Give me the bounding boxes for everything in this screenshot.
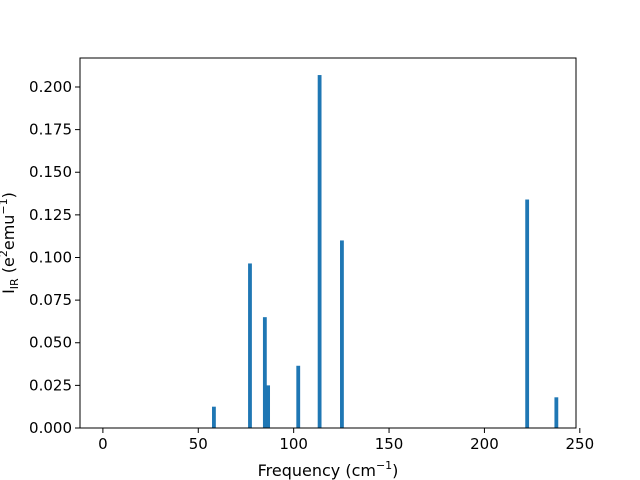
bar-3 xyxy=(266,385,271,428)
y-tick-label-0: 0.000 xyxy=(29,419,72,437)
x-tick-label-5: 250 xyxy=(565,435,594,453)
x-tick-label-2: 100 xyxy=(279,435,308,453)
y-tick-label-6: 0.150 xyxy=(29,163,72,181)
bar-4 xyxy=(296,365,301,428)
y-axis-label: IIR (e2emu−1) xyxy=(0,192,21,294)
x-axis-label: Frequency (cm−1) xyxy=(258,459,399,480)
bar-6 xyxy=(340,240,344,428)
y-tick-label-3: 0.075 xyxy=(29,291,72,309)
y-axis-ticks: 0.000 0.025 0.050 0.075 0.100 0.125 0.150 0.175… xyxy=(29,78,80,437)
y-tick-label-5: 0.125 xyxy=(29,206,72,224)
y-tick-label-7: 0.175 xyxy=(29,121,72,139)
y-tick-label-4: 0.100 xyxy=(29,248,72,266)
bar-series xyxy=(212,75,559,428)
y-tick-label-8: 0.200 xyxy=(29,78,72,96)
bar-0 xyxy=(212,406,216,428)
bar-7 xyxy=(525,199,530,428)
bar-8 xyxy=(554,397,559,428)
x-axis-ticks: 0 50 100 150 200 250 xyxy=(98,428,594,453)
bar-5 xyxy=(317,75,322,428)
x-tick-label-0: 0 xyxy=(98,435,108,453)
x-tick-label-4: 200 xyxy=(470,435,499,453)
x-tick-label-1: 50 xyxy=(189,435,208,453)
bar-2 xyxy=(262,317,267,428)
y-tick-label-2: 0.050 xyxy=(29,334,72,352)
y-tick-label-1: 0.025 xyxy=(29,376,72,394)
bar-1 xyxy=(248,263,252,428)
plot-area-frame xyxy=(79,57,577,429)
x-tick-label-3: 150 xyxy=(375,435,404,453)
